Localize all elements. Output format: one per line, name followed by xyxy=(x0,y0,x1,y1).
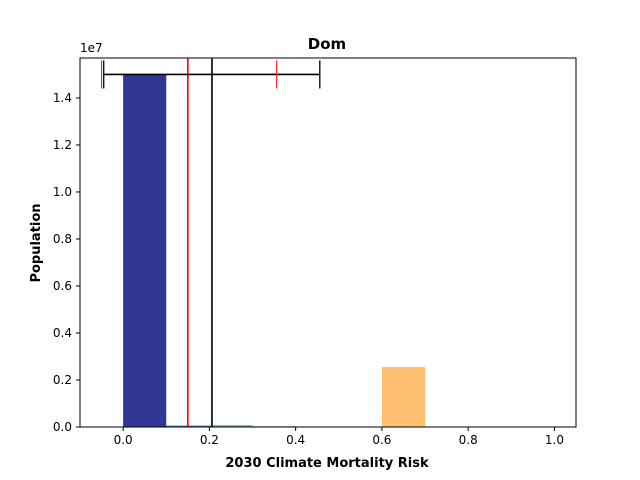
x-tick-label: 0.6 xyxy=(372,433,391,447)
x-tick-label: 0.8 xyxy=(459,433,478,447)
y-offset-label: 1e7 xyxy=(80,41,103,55)
histogram-bar xyxy=(209,425,253,427)
x-axis-label: 2030 Climate Mortality Risk xyxy=(225,456,429,471)
y-tick-label: 0.6 xyxy=(53,279,72,293)
chart-title: Dom xyxy=(308,35,346,53)
histogram-bar xyxy=(123,74,167,427)
plot-area: 0.0 0.2 0.4 0.6 0.8 1.0 0.0 0.2 0.4 0.6 0.8 1.0 1.2 1… xyxy=(53,57,577,447)
y-axis-label: Population xyxy=(29,203,44,282)
x-tick-label: 0.0 xyxy=(114,433,133,447)
x-tick-label: 0.2 xyxy=(200,433,219,447)
y-tick-label: 1.0 xyxy=(53,185,72,199)
y-tick-label: 0.4 xyxy=(53,326,72,340)
x-tick-label: 0.4 xyxy=(286,433,305,447)
histogram-bar xyxy=(381,367,426,427)
y-tick-label: 0.2 xyxy=(53,373,72,387)
y-tick-label: 1.4 xyxy=(53,91,72,105)
y-tick-label: 0.0 xyxy=(53,420,72,434)
plot-frame xyxy=(79,57,577,428)
y-tick-label: 0.8 xyxy=(53,232,72,246)
x-tick-label: 1.0 xyxy=(545,433,564,447)
y-tick-label: 1.2 xyxy=(53,138,72,152)
